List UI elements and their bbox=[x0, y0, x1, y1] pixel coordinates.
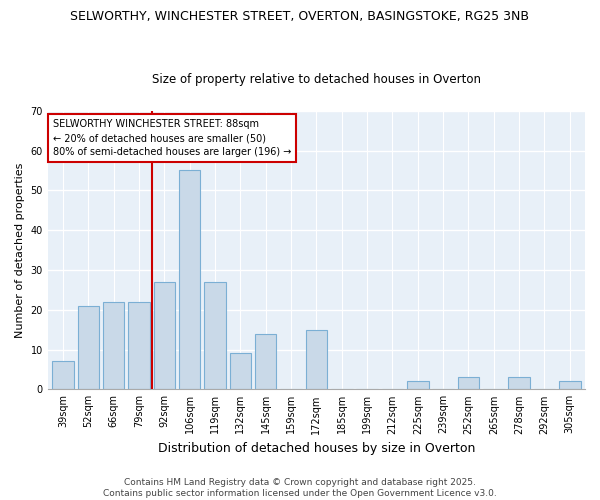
Text: Contains HM Land Registry data © Crown copyright and database right 2025.
Contai: Contains HM Land Registry data © Crown c… bbox=[103, 478, 497, 498]
Bar bbox=[77, 306, 99, 390]
Bar bbox=[52, 362, 74, 390]
Y-axis label: Number of detached properties: Number of detached properties bbox=[15, 162, 25, 338]
Bar bbox=[305, 330, 327, 390]
X-axis label: Distribution of detached houses by size in Overton: Distribution of detached houses by size … bbox=[158, 442, 475, 455]
Bar bbox=[458, 378, 479, 390]
Bar bbox=[230, 354, 251, 390]
Bar bbox=[508, 378, 530, 390]
Bar bbox=[407, 382, 428, 390]
Bar bbox=[204, 282, 226, 390]
Text: SELWORTHY, WINCHESTER STREET, OVERTON, BASINGSTOKE, RG25 3NB: SELWORTHY, WINCHESTER STREET, OVERTON, B… bbox=[71, 10, 530, 23]
Bar bbox=[179, 170, 200, 390]
Bar bbox=[103, 302, 124, 390]
Title: Size of property relative to detached houses in Overton: Size of property relative to detached ho… bbox=[152, 73, 481, 86]
Bar bbox=[255, 334, 277, 390]
Text: SELWORTHY WINCHESTER STREET: 88sqm
← 20% of detached houses are smaller (50)
80%: SELWORTHY WINCHESTER STREET: 88sqm ← 20%… bbox=[53, 119, 292, 157]
Bar bbox=[154, 282, 175, 390]
Bar bbox=[559, 382, 581, 390]
Bar bbox=[128, 302, 150, 390]
